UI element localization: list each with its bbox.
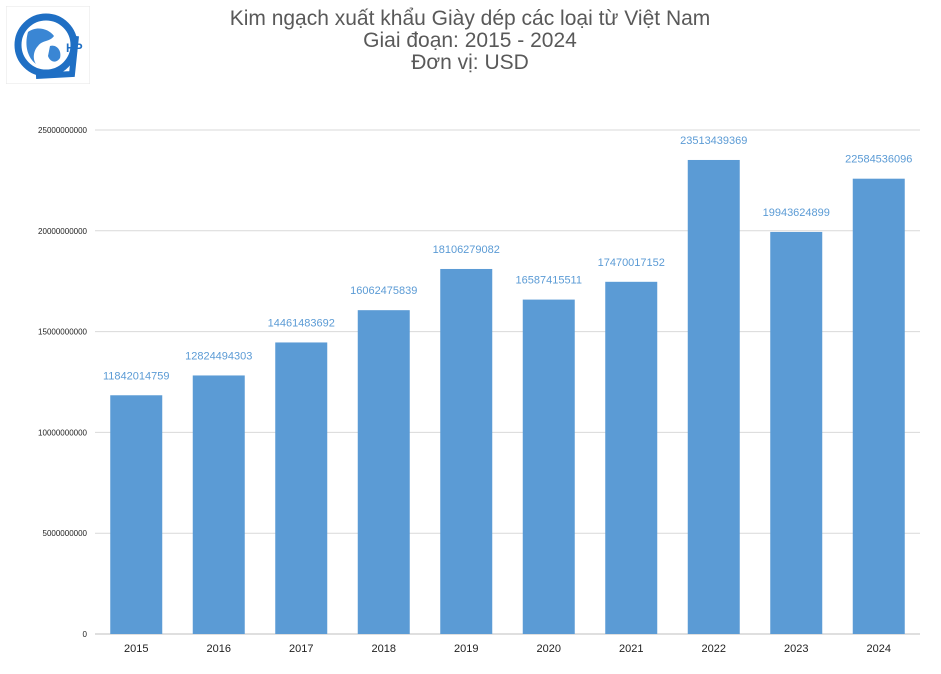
bar-2022 xyxy=(687,159,740,634)
y-tick-label: 0 xyxy=(83,630,88,639)
chart-title: Kim ngạch xuất khẩu Giày dép các loại từ… xyxy=(229,7,711,30)
data-label-2020: 16587415511 xyxy=(516,275,582,287)
y-axis-tick-labels: 0 5000000000 10000000000 15000000000 2000000… xyxy=(38,126,88,639)
x-tick-label-2022: 2022 xyxy=(702,643,726,655)
x-tick-label-2021: 2021 xyxy=(619,643,643,655)
bar-2020 xyxy=(522,299,575,634)
data-label-2019: 18106279082 xyxy=(433,244,500,256)
data-label-2018: 16062475839 xyxy=(350,285,417,297)
x-tick-label-2019: 2019 xyxy=(454,643,478,655)
y-tick-label: 10000000000 xyxy=(38,428,87,437)
company-logo: HP xyxy=(6,6,90,84)
y-tick-label: 25000000000 xyxy=(38,126,87,135)
bar-2023 xyxy=(770,231,823,634)
bar-2016 xyxy=(192,375,245,634)
x-tick-label-2024: 2024 xyxy=(867,643,891,655)
x-tick-label-2023: 2023 xyxy=(784,643,808,655)
data-label-2024: 22584536096 xyxy=(845,154,912,166)
data-label-2021: 17470017152 xyxy=(598,257,665,269)
data-label-2015: 11842014759 xyxy=(103,370,169,382)
chart-title-block: Kim ngạch xuất khẩu Giày dép các loại từ… xyxy=(140,8,800,74)
bar-2019 xyxy=(440,268,493,634)
data-label-2016: 12824494303 xyxy=(185,350,252,362)
data-label-2023: 19943624899 xyxy=(763,207,830,219)
bar-2024 xyxy=(852,178,905,635)
data-label-2017: 14461483692 xyxy=(268,317,335,329)
x-tick-label-2015: 2015 xyxy=(124,643,148,655)
x-tick-label-2020: 2020 xyxy=(537,643,561,655)
y-tick-label: 15000000000 xyxy=(38,328,87,337)
x-tick-label-2016: 2016 xyxy=(207,643,231,655)
data-labels: 11842014759 12824494303 14461483692 1606247… xyxy=(103,135,912,382)
bar-2017 xyxy=(275,342,328,634)
x-axis-category-labels: 2015 2016 2017 2018 2019 2020 2021 2022 2023 2024 xyxy=(124,643,891,655)
y-tick-label: 20000000000 xyxy=(38,227,87,236)
logo-lettering: HP xyxy=(66,41,83,55)
x-tick-label-2018: 2018 xyxy=(372,643,396,655)
data-label-2022: 23513439369 xyxy=(680,135,747,147)
x-tick-label-2017: 2017 xyxy=(289,643,313,655)
bars xyxy=(110,159,905,635)
chart-subtitle: Giai đoạn: 2015 - 2024 xyxy=(363,29,577,52)
y-tick-label: 5000000000 xyxy=(43,529,88,538)
bar-2015 xyxy=(110,395,163,634)
chart-unit: Đơn vị: USD xyxy=(411,51,529,74)
bar-2021 xyxy=(605,281,658,634)
bar-2018 xyxy=(357,310,410,634)
